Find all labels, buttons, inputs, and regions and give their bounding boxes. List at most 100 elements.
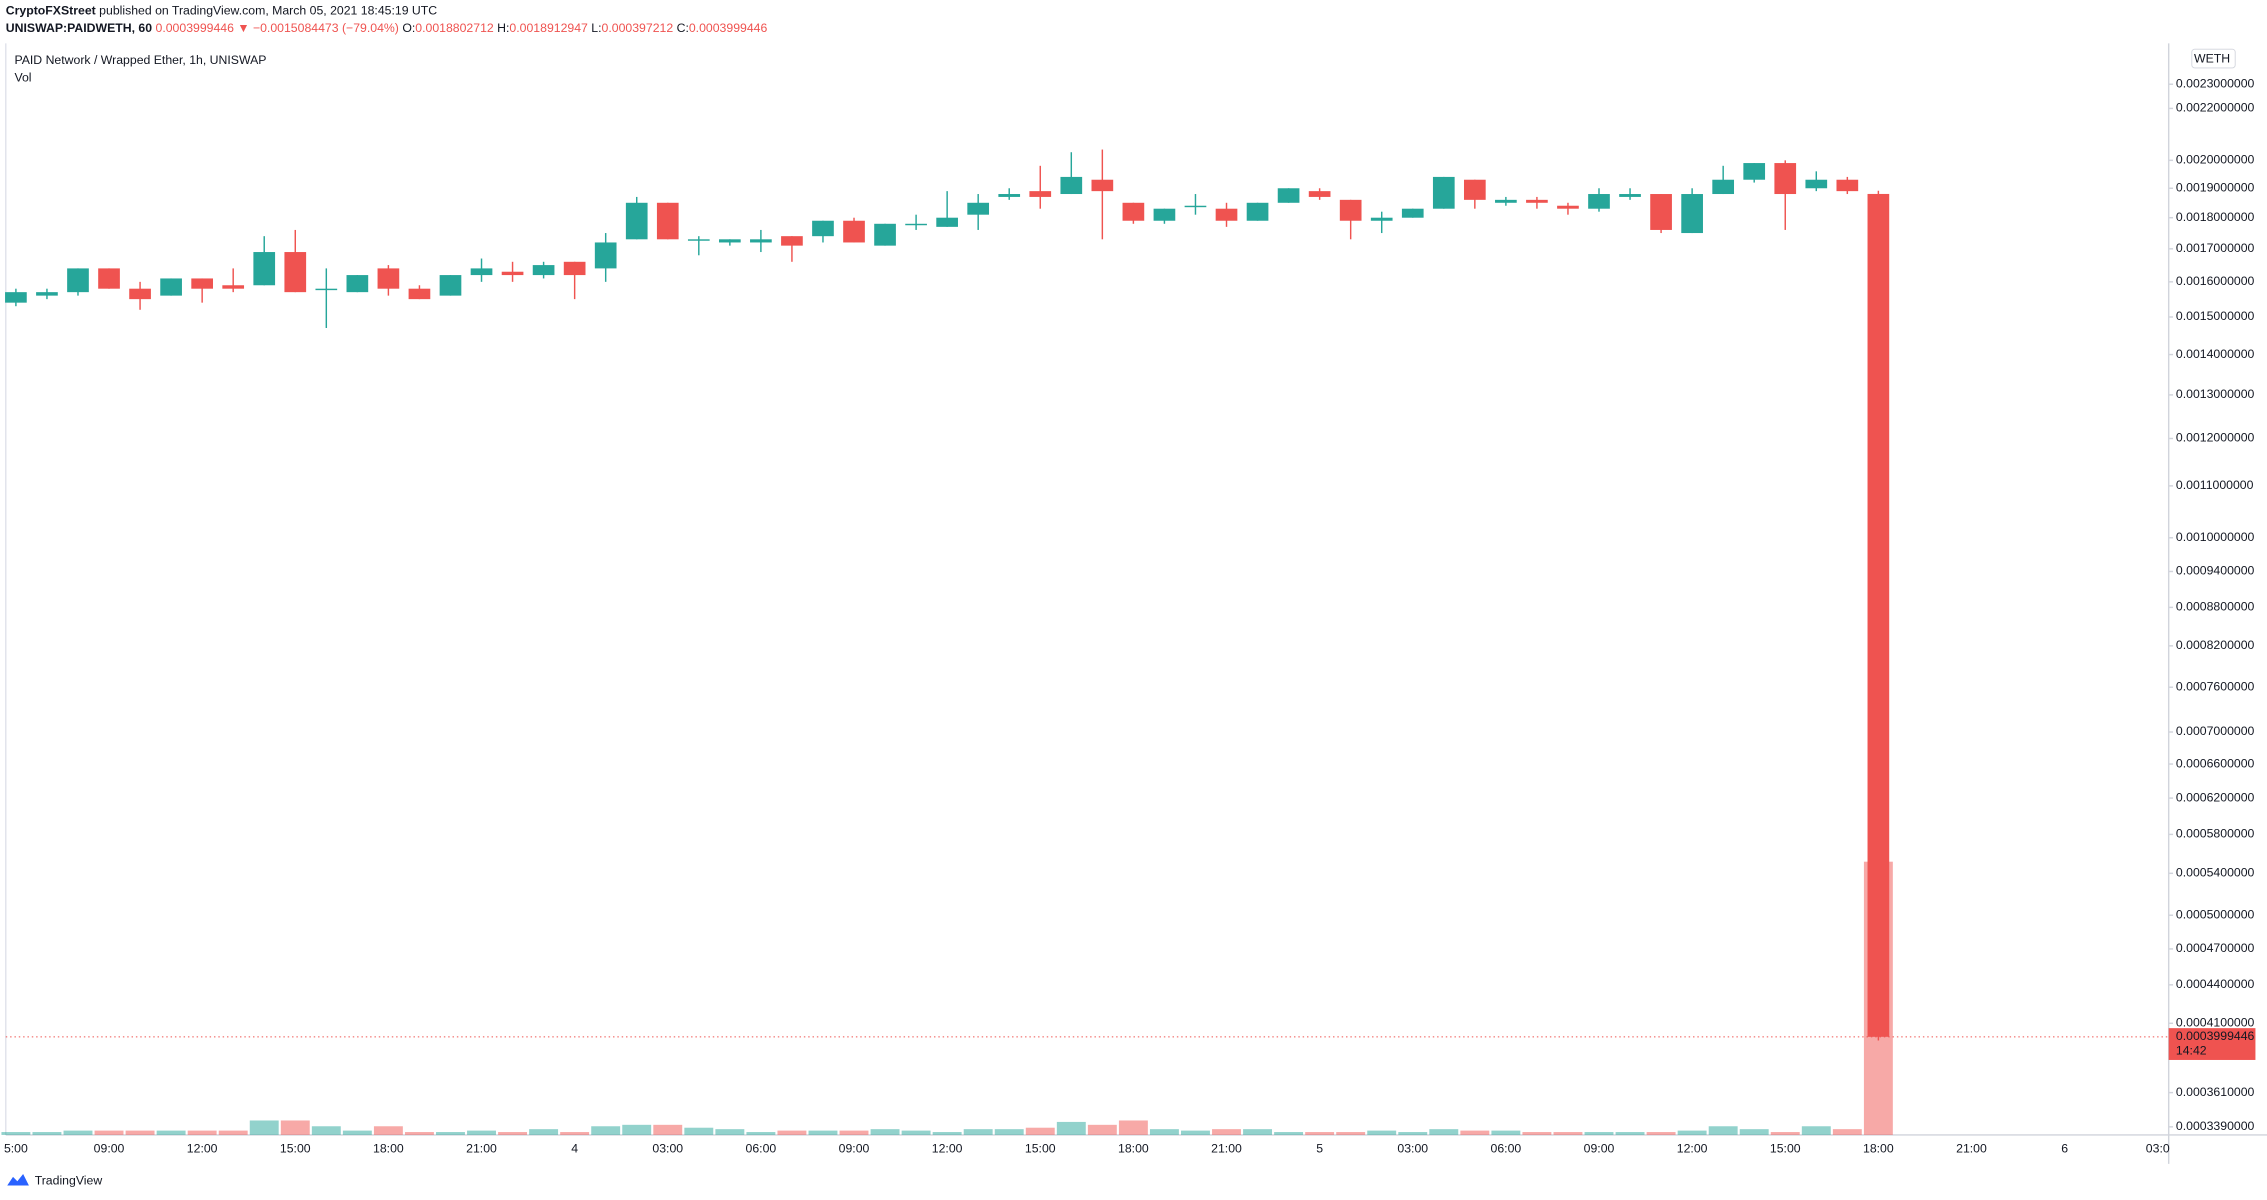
x-tick-label: 06:00 [746,1142,777,1156]
candle-body [160,278,182,296]
candle-body [1463,179,1486,200]
volume-bar [901,1130,931,1135]
volume-bar [591,1126,621,1135]
volume-bar [32,1132,62,1135]
x-tick-label: 12:00 [932,1142,963,1156]
candle-body [750,239,772,243]
candle-body [98,268,120,289]
y-tick-label: 0.0016000000 [2176,274,2255,288]
candle-body [1091,179,1114,192]
volume-bar [1025,1127,1055,1135]
y-tick-label: 0.0012000000 [2176,431,2255,445]
last-price: 0.0003999446 [156,21,235,35]
volume-bar [1367,1130,1397,1135]
x-tick-label: 12:00 [1677,1142,1708,1156]
volume-bar [1460,1130,1490,1135]
candle-body [5,292,27,303]
candle-body [1836,179,1859,192]
candle-body [1370,217,1393,221]
y-tick-label: 0.0008800000 [2176,600,2255,614]
candle-body [1215,208,1238,221]
y-tick-label: 0.0015000000 [2176,309,2255,323]
volume-bar [932,1132,962,1135]
y-tick-label: 0.0006200000 [2176,790,2255,804]
y-tick-label: 0.0007600000 [2176,679,2255,693]
volume-bar [373,1126,403,1135]
last-price-box [2168,1028,2256,1060]
x-tick-label: 6 [2061,1142,2068,1156]
volume-bar [653,1124,683,1135]
tradingview-logo: TradingView [7,1173,102,1187]
y-tick-label: 0.0005400000 [2176,866,2255,880]
y-tick-label: 0.0017000000 [2176,241,2255,255]
ohlc-label: H: [497,21,509,35]
y-tick-label: 0.0008200000 [2176,638,2255,652]
volume-bar [63,1130,93,1135]
volume-bar [436,1132,465,1135]
volume-bar [1336,1132,1366,1135]
x-tick-label: 18:00 [1118,1142,1149,1156]
volume-bar [1087,1124,1117,1135]
x-tick-label: 15:00 [280,1142,311,1156]
candle-body [656,202,679,240]
close-value: 0.0003999446 [689,21,768,35]
candle-body [470,268,493,276]
volume-bar [94,1130,124,1135]
candle-body [563,261,586,276]
volume-label: Vol [14,70,31,84]
candle-body [439,275,462,296]
candle-body [36,292,58,296]
candle-body [812,220,834,237]
volume-bar [1615,1132,1645,1135]
volume-bar [1118,1120,1148,1135]
volume-bar [746,1132,776,1135]
x-tick-label: 4 [571,1142,578,1156]
y-tick-label: 0.0011000000 [2176,478,2254,492]
change-arrow: ▼ [237,21,249,35]
volume-bar [839,1130,869,1135]
candle-body [1432,176,1455,209]
chart-title: PAID Network / Wrapped Ether, 1h, UNISWA… [14,53,266,67]
y-tick-label: 0.0019000000 [2176,181,2255,195]
candle-body [967,202,990,215]
volume-bar [1677,1130,1707,1135]
publisher: CryptoFXStreet [6,4,96,18]
low-value: 0.000397212 [602,21,674,35]
candle-body [1743,163,1766,180]
x-tick-label: 03:0 [2146,1142,2170,1156]
x-tick-label: 03:00 [652,1142,683,1156]
candle-body [315,288,338,291]
candle-body [1650,194,1672,230]
candle-body [1339,199,1362,221]
x-tick-label: 09:00 [839,1142,870,1156]
candle-body [687,239,710,241]
currency: WETH [2194,52,2230,66]
y-tick-label: 0.0004700000 [2176,941,2255,955]
x-tick-label: 5 [1316,1142,1323,1156]
candle-body [222,285,245,289]
y-tick-label: 0.0006600000 [2176,756,2255,770]
candle-body [501,271,524,276]
x-tick-label: 15:00 [1025,1142,1056,1156]
y-tick-label: 0.0022000000 [2176,101,2255,115]
candle-body [1588,194,1610,209]
volume-bar [498,1132,528,1135]
high-value: 0.0018912947 [509,21,588,35]
y-tick-label: 0.0007000000 [2176,724,2255,738]
x-tick-label: 12:00 [187,1142,218,1156]
x-tick-label: 09:00 [94,1142,125,1156]
candle-body [998,194,1021,197]
candle-body [1153,208,1176,221]
volume-bar [1646,1132,1676,1135]
y-tick-label: 0.0014000000 [2176,347,2255,361]
candle-body [1712,179,1735,195]
volume-bar [1398,1132,1428,1135]
candle-body [1619,194,1641,197]
volume-bar [1522,1132,1552,1135]
volume-bar [1305,1132,1335,1135]
volume-bar [1584,1132,1614,1135]
candle-body [1184,205,1207,208]
candle-body [625,202,648,240]
x-tick-label: 21:00 [1956,1142,1987,1156]
y-tick-label: 0.0004400000 [2176,977,2255,991]
